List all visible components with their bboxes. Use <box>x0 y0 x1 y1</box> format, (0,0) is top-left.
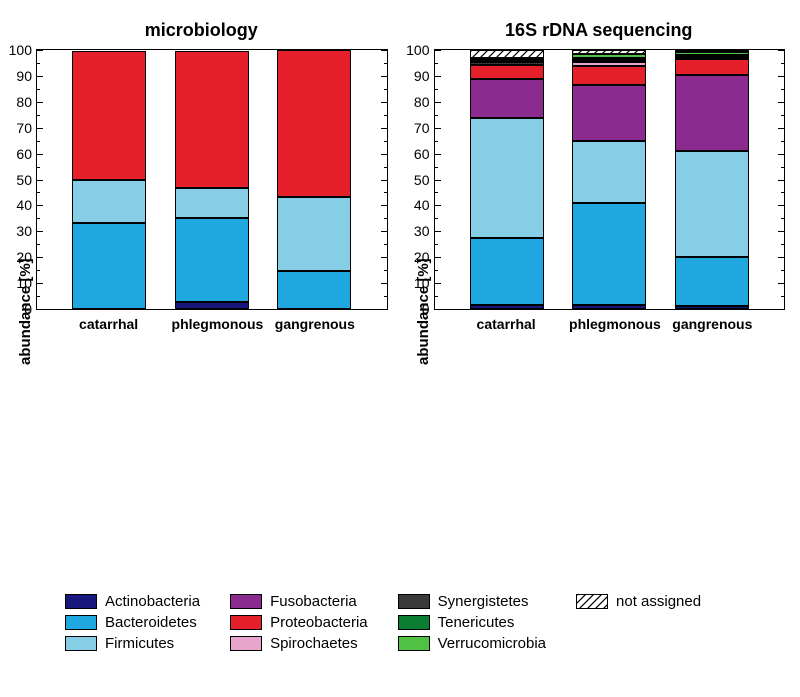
legend-item-Proteobacteria: Proteobacteria <box>230 614 368 631</box>
x-axis-label: phlegmonous <box>172 316 252 575</box>
ytick-label: 50 <box>0 172 32 188</box>
legend-item-Firmicutes: Firmicutes <box>65 635 200 652</box>
segment-Fusobacteria <box>675 75 749 151</box>
legend-swatch <box>398 615 430 630</box>
segment-Firmicutes <box>72 180 146 223</box>
segment-Firmicutes <box>675 151 749 257</box>
ytick-label: 20 <box>0 249 32 265</box>
segment-Bacteroidetes <box>572 203 646 305</box>
legend-swatch <box>65 594 97 609</box>
segment-Bacteroidetes <box>277 271 351 309</box>
segment-Actinobacteria <box>572 305 646 309</box>
legend-item-Actinobacteria: Actinobacteria <box>65 593 200 610</box>
x-axis-label: gangrenous <box>275 316 355 575</box>
segment-Proteobacteria <box>470 65 544 79</box>
x-axis-label: catarrhal <box>68 316 148 575</box>
panel-0: microbiologyabundance [%]010203040506070… <box>15 20 388 575</box>
x-axis-label: gangrenous <box>672 316 752 575</box>
ytick-label: 0 <box>0 301 32 317</box>
segment-Actinobacteria <box>470 305 544 309</box>
segment-Firmicutes <box>470 118 544 237</box>
ytick-label: 70 <box>395 120 430 136</box>
ytick-label: 0 <box>395 301 430 317</box>
legend-swatch <box>576 594 608 609</box>
segment-Fusobacteria <box>572 85 646 141</box>
segment-Proteobacteria <box>572 66 646 85</box>
ytick-label: 90 <box>0 68 32 84</box>
bar-phlegmonous <box>175 50 249 309</box>
legend-label: Spirochaetes <box>270 635 358 652</box>
legend-item-Bacteroidetes: Bacteroidetes <box>65 614 200 631</box>
legend-swatch <box>230 594 262 609</box>
legend-label: Bacteroidetes <box>105 614 197 631</box>
legend-item-Spirochaetes: Spirochaetes <box>230 635 368 652</box>
legend-label: Firmicutes <box>105 635 174 652</box>
legend-label: not assigned <box>616 593 701 610</box>
segment-Firmicutes <box>277 197 351 271</box>
bar-phlegmonous <box>572 50 646 309</box>
ytick-label: 60 <box>0 146 32 162</box>
legend-item-not-assigned: not assigned <box>576 593 701 610</box>
legend-item-Tenericutes: Tenericutes <box>398 614 546 631</box>
segment-Bacteroidetes <box>72 223 146 309</box>
legend-swatch <box>65 615 97 630</box>
ytick-label: 90 <box>395 68 430 84</box>
segment-Proteobacteria <box>175 51 249 188</box>
ytick-label: 100 <box>0 42 32 58</box>
legend-swatch <box>230 636 262 651</box>
ytick-label: 100 <box>395 42 430 58</box>
ytick-label: 10 <box>0 275 32 291</box>
ytick-label: 40 <box>395 197 430 213</box>
ytick-label: 70 <box>0 120 32 136</box>
legend-swatch <box>398 594 430 609</box>
segment-Proteobacteria <box>675 59 749 76</box>
segment-not-assigned <box>470 50 544 58</box>
bar-gangrenous <box>277 50 351 309</box>
ytick-label: 30 <box>395 223 430 239</box>
ytick-label: 50 <box>395 172 430 188</box>
ytick-label: 30 <box>0 223 32 239</box>
segment-Firmicutes <box>572 141 646 203</box>
segment-Fusobacteria <box>470 79 544 118</box>
segment-Actinobacteria <box>675 306 749 309</box>
ytick-label: 40 <box>0 197 32 213</box>
segment-Actinobacteria <box>175 302 249 309</box>
bar-catarrhal <box>72 50 146 309</box>
ytick-label: 20 <box>395 249 430 265</box>
legend-swatch <box>398 636 430 651</box>
ytick-label: 60 <box>395 146 430 162</box>
ytick-label: 80 <box>0 94 32 110</box>
plot-area: 0102030405060708090100 <box>36 49 388 310</box>
legend: Actinobacteria Bacteroidetes Firmicutes Fus… <box>15 593 785 652</box>
legend-label: Fusobacteria <box>270 593 357 610</box>
legend-label: Tenericutes <box>438 614 515 631</box>
legend-item-Fusobacteria: Fusobacteria <box>230 593 368 610</box>
x-axis-label: phlegmonous <box>569 316 649 575</box>
segment-Firmicutes <box>175 188 249 219</box>
legend-label: Verrucomicrobia <box>438 635 546 652</box>
legend-label: Actinobacteria <box>105 593 200 610</box>
segment-Proteobacteria <box>277 50 351 197</box>
legend-swatch <box>230 615 262 630</box>
ytick-label: 80 <box>395 94 430 110</box>
bar-gangrenous <box>675 50 749 309</box>
bar-catarrhal <box>470 50 544 309</box>
segment-Bacteroidetes <box>470 238 544 305</box>
legend-label: Proteobacteria <box>270 614 368 631</box>
segment-Bacteroidetes <box>175 218 249 301</box>
legend-item-Synergistetes: Synergistetes <box>398 593 546 610</box>
panel-title: microbiology <box>15 20 388 41</box>
x-axis-label: catarrhal <box>466 316 546 575</box>
segment-Proteobacteria <box>72 51 146 180</box>
segment-Bacteroidetes <box>675 257 749 306</box>
panels-row: microbiologyabundance [%]010203040506070… <box>15 20 785 575</box>
figure: { "taxa": { "Actinobacteria": "#18177b",… <box>0 0 800 697</box>
panel-1: 16S rDNA sequencingabundance [%]01020304… <box>413 20 786 575</box>
ytick-label: 10 <box>395 275 430 291</box>
legend-swatch <box>65 636 97 651</box>
legend-item-Verrucomicrobia: Verrucomicrobia <box>398 635 546 652</box>
legend-label: Synergistetes <box>438 593 529 610</box>
panel-title: 16S rDNA sequencing <box>413 20 786 41</box>
plot-area: 0102030405060708090100 <box>434 49 786 310</box>
